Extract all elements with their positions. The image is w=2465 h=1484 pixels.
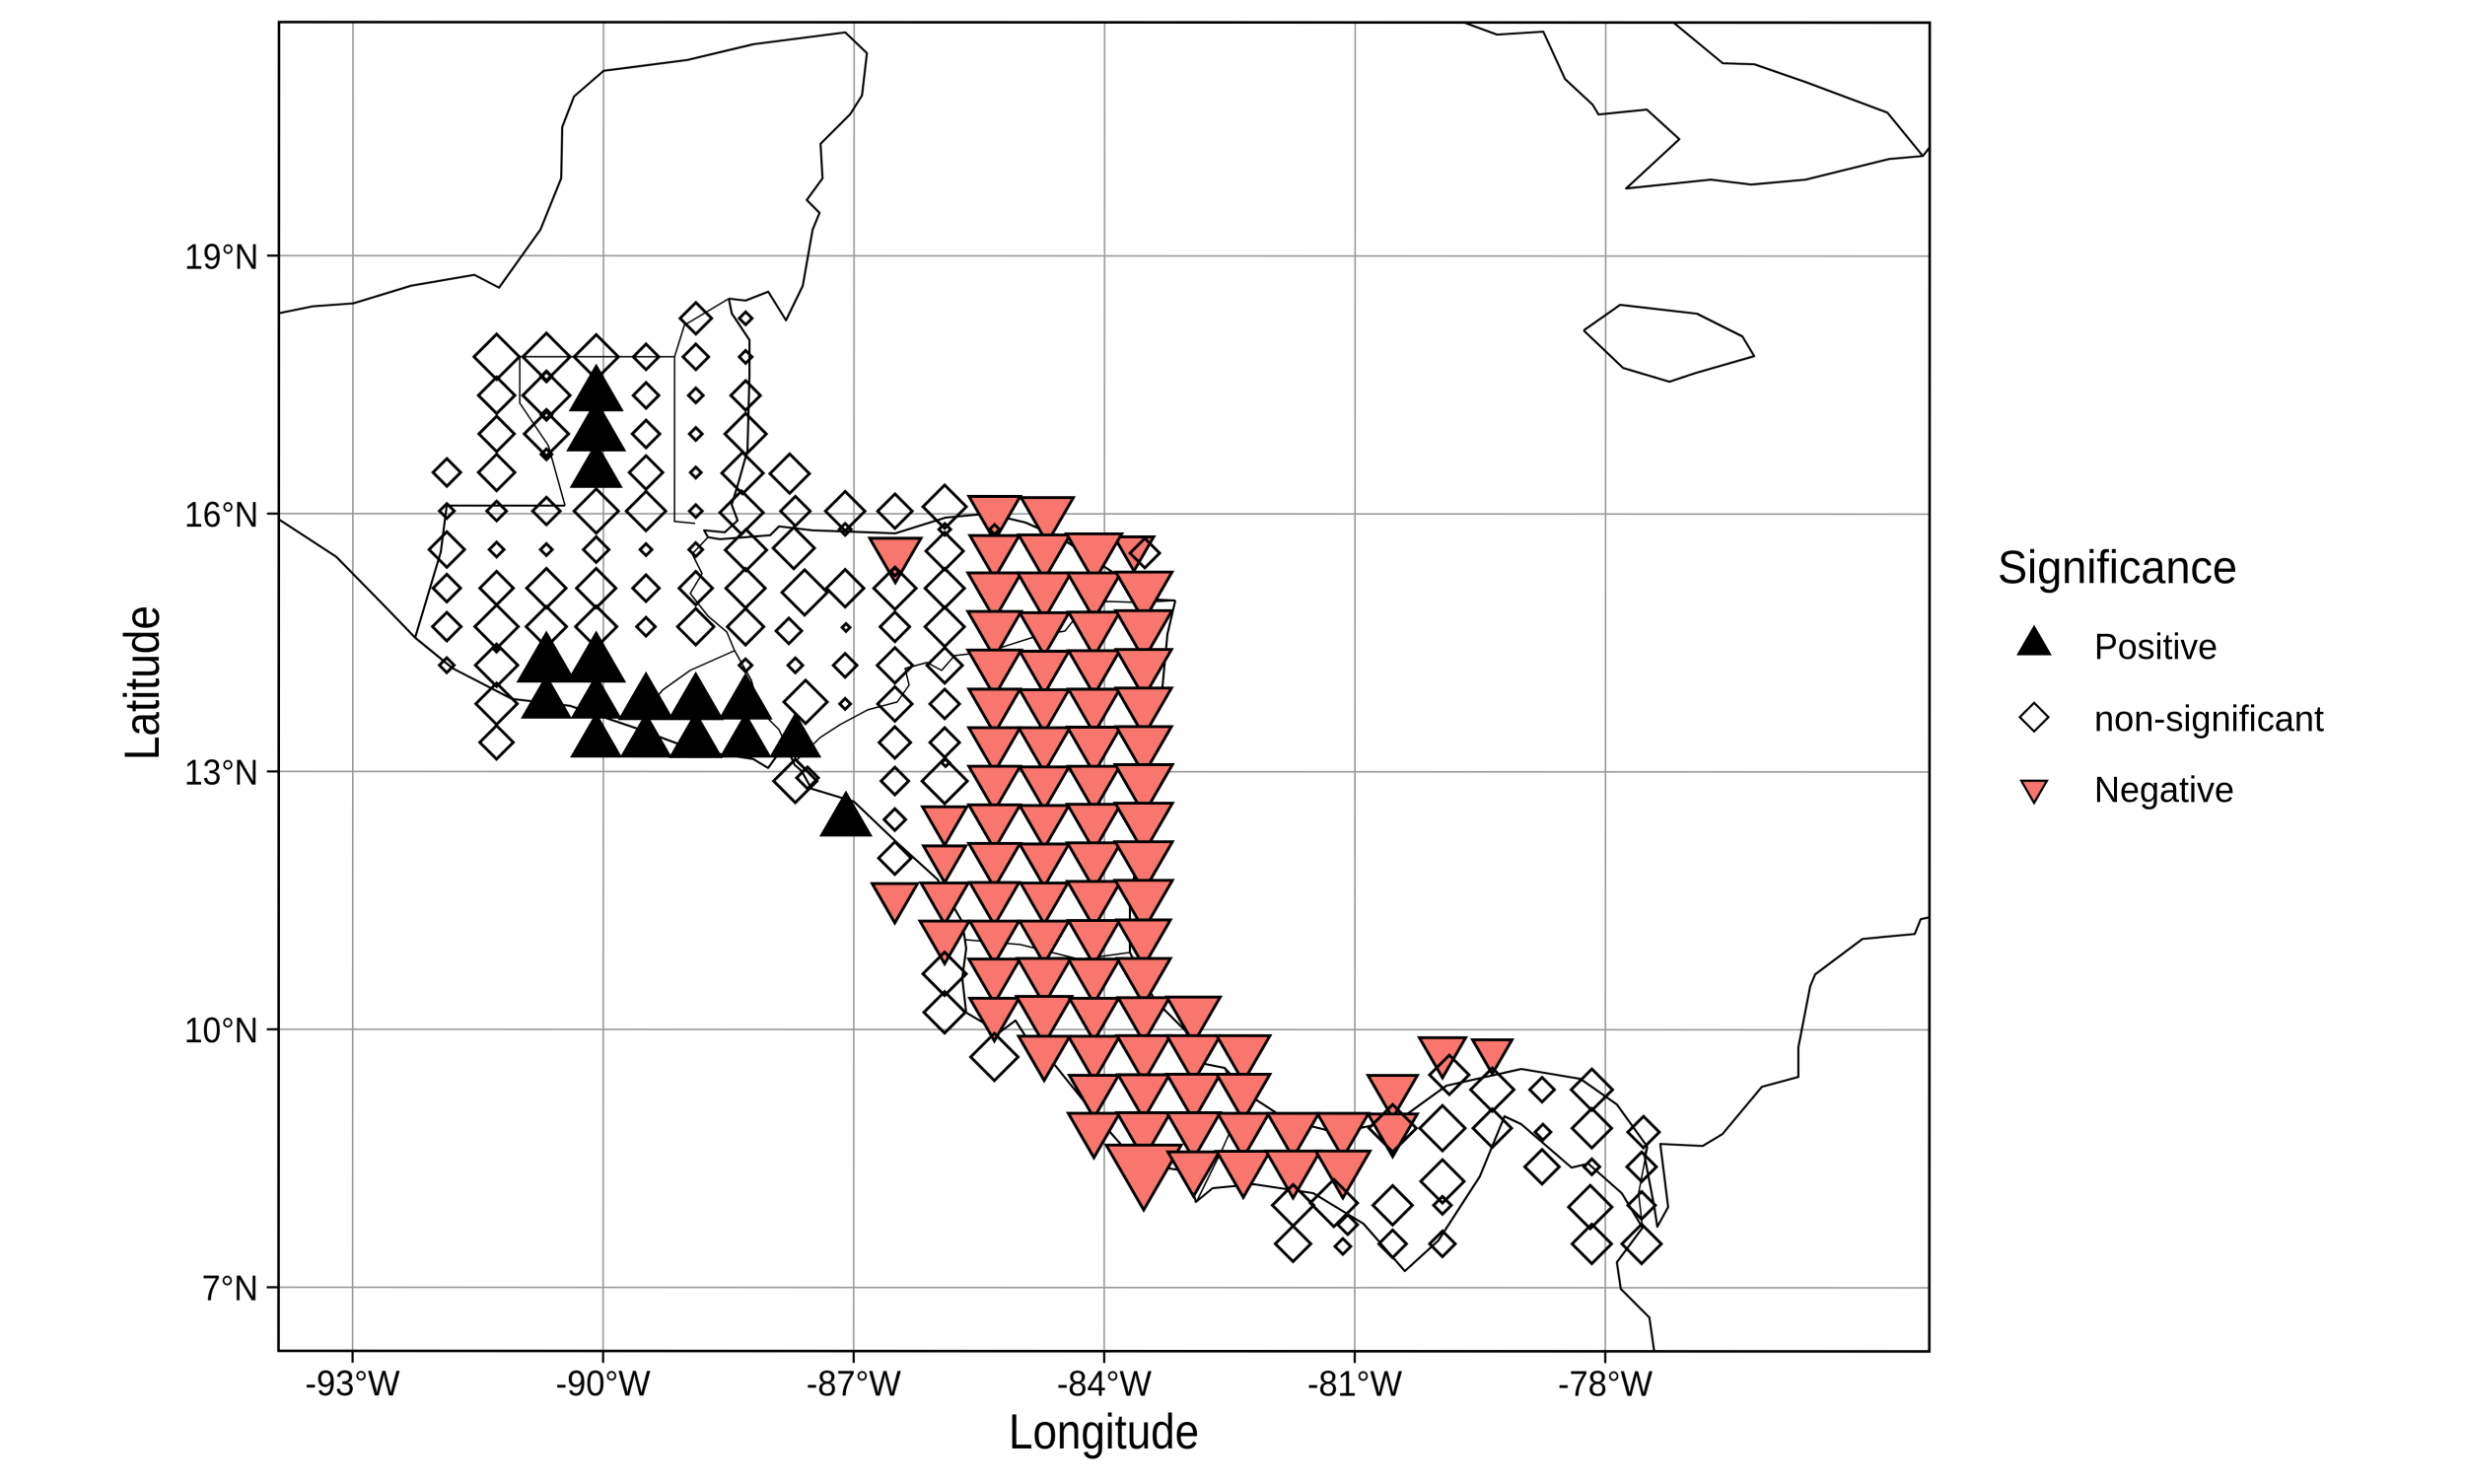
svg-text:non-significant: non-significant — [2094, 698, 2325, 739]
svg-text:-81°W: -81°W — [1307, 1364, 1403, 1404]
svg-text:7°N: 7°N — [202, 1268, 258, 1308]
svg-text:-93°W: -93°W — [306, 1363, 401, 1403]
svg-text:-84°W: -84°W — [1057, 1363, 1153, 1403]
svg-text:Negative: Negative — [2094, 769, 2234, 810]
svg-text:Significance: Significance — [1998, 540, 2237, 593]
svg-text:Longitude: Longitude — [1009, 1404, 1199, 1459]
svg-text:Latitude: Latitude — [114, 605, 170, 760]
svg-text:-87°W: -87°W — [807, 1363, 902, 1403]
svg-text:10°N: 10°N — [184, 1010, 258, 1050]
svg-text:Positive: Positive — [2094, 626, 2218, 667]
svg-text:13°N: 13°N — [184, 752, 258, 793]
svg-text:16°N: 16°N — [184, 494, 258, 534]
svg-text:-90°W: -90°W — [556, 1363, 652, 1403]
svg-text:19°N: 19°N — [184, 237, 258, 277]
svg-text:-78°W: -78°W — [1558, 1364, 1654, 1404]
